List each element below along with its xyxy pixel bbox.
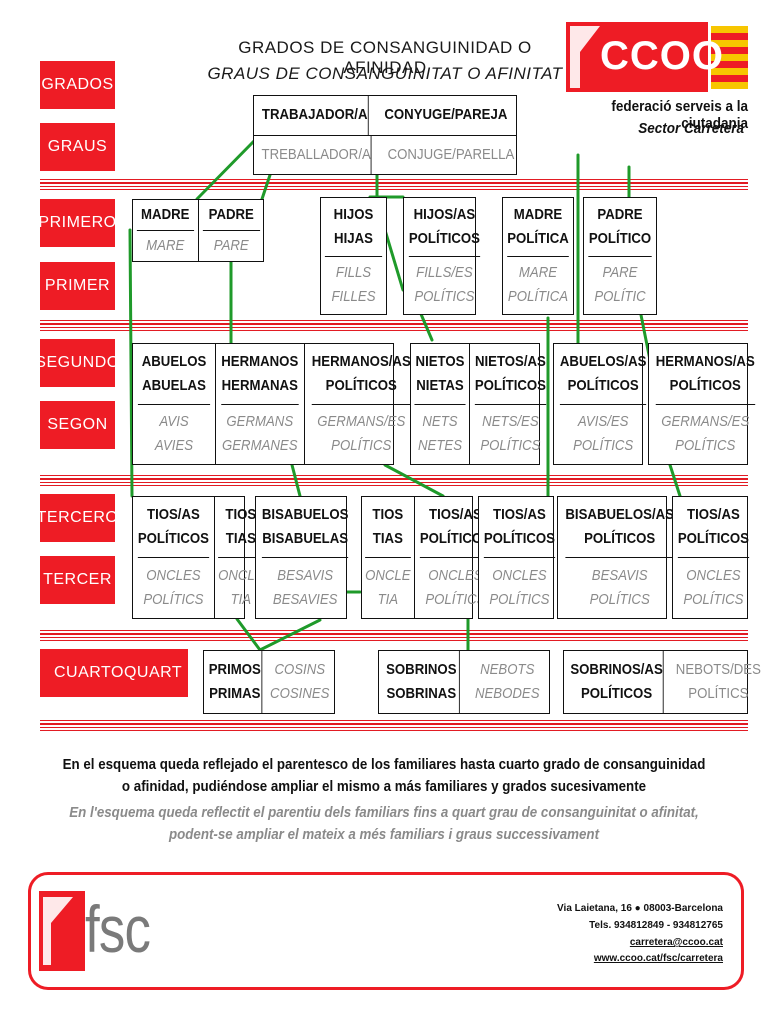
kin-bisabuelos-politicos-es: BISABUELOS/AS POLÍTICOS [565,497,674,558]
ccoo-logo-text: CCOO [600,34,724,78]
ccoo-logo: CCOO [566,22,748,92]
kin-sobrinos-es: SOBRINOS SOBRINAS [384,651,460,713]
label-segundo: SEGUNDO [35,339,119,387]
kin-hermanos-es: HERMANOS HERMANAS [221,344,299,405]
kin-hijos-ca: FILLS FILLES [331,264,376,306]
box-abuelos-politicos: ABUELOS/AS POLÍTICOS AVIS/ES POLÍTICS [553,343,647,465]
kin-abuelos-ca: AVIS AVIES [154,413,194,455]
kin-madre-ca: MARE [146,237,185,254]
box-tios-mid: TIOS TIAS ONCLE TIA TIOS/AS POLÍTICOS ON… [361,496,491,619]
kin-padre-es: PADRE [202,200,260,231]
kin-hermanos-politicos-es: HERMANOS/AS POLÍTICOS [311,344,411,405]
root-spouse-ca: CONJUGE/PARELLA [387,145,515,163]
box-sobrinos: SOBRINOS SOBRINAS NEBOTS NEBODES [378,650,550,714]
footer-address: Via Laietana, 16 ● 08003-Barcelona [557,903,723,914]
kin-sobrinos-ca: NEBOTS NEBODES [474,661,540,702]
box-madre-padre: MADRE MARE PADRE PARE [132,199,264,262]
label-cuarto: CUARTO [54,664,124,681]
label-segon: SEGON [40,401,115,449]
label-primer: PRIMER [40,262,115,310]
box-tios-politicos-3: TIOS/AS POLÍTICOS ONCLES POLÍTICS [478,496,555,619]
federation-name: federació serveis a la ciutadania [611,98,748,132]
title-es: GRADOS DE CONSANGUINIDAD O AFINIDAD [238,38,532,77]
footer-phone: Tels. 934812849 - 934812765 [589,920,723,931]
kin-madre-politica-ca: MARE POLÍTICA [507,264,569,306]
kin-tios-politicos-3-ca: ONCLES POLÍTICS [489,567,550,608]
label-primero: PRIMERO [38,199,116,247]
label-grados: GRADOS [40,61,115,109]
box-tios-left: TIOS/AS POLÍTICOS ONCLES POLÍTICS TIOS T… [132,496,264,619]
footer-card: fsc Via Laietana, 16 ● 08003-Barcelona T… [28,872,744,990]
kin-tios-politicos-1-es: TIOS/AS POLÍTICOS [137,497,209,558]
label-tercer: TERCER [40,556,115,604]
footer-email[interactable]: carretera@ccoo.cat [629,937,723,948]
box-primos: PRIMOS PRIMAS COSINS COSINES [203,650,335,714]
kin-abuelos-politicos-es: ABUELOS/AS POLÍTICOS [559,344,647,405]
kin-hermanos-politicos-2-es: HERMANOS/AS POLÍTICOS [655,344,755,405]
kin-padre-politico-ca: PARE POLÍTIC [594,264,646,306]
kin-hermanos-politicos-2-ca: GERMANS/ES POLÍTICS [661,413,750,455]
box-hermanos-politicos-2: HERMANOS/AS POLÍTICOS GERMANS/ES POLÍTIC… [648,343,755,465]
title-ca: GRAUS DE CONSANGUINITAT O AFINITAT [207,64,563,83]
kin-bisabuelos-ca: BESAVIS BESAVIES [272,567,338,608]
kin-tios-2-es: TIOS TIAS [365,497,411,558]
box-hijos-politicos: HIJOS/AS POLÍTICOS FILLS/ES POLÍTICS [403,197,480,315]
fsc-logo-text: fsc [85,892,151,966]
box-nietos: NIETOS NIETAS NETS NETES NIETOS/AS POLÍT… [410,343,546,465]
kin-tios-politicos-3-es: TIOS/AS POLÍTICOS [483,497,555,558]
root-spouse-es: CONYUGE/PAREJA [384,106,508,124]
kin-tios-1-es: TIOS TIAS [217,497,264,558]
kin-primos-es: PRIMOS PRIMAS [208,651,263,713]
sector-name: Sector Carretera [638,120,744,137]
kin-nietos-politicos-es: NIETOS/AS POLÍTICOS [474,344,546,405]
footer-web[interactable]: www.ccoo.cat/fsc/carretera [593,953,723,964]
kin-madre-politica-es: MADRE POLÍTICA [507,198,569,257]
note-ca: En l'esquema queda reflectit el parentiu… [69,805,699,843]
kin-nietos-ca: NETS NETES [417,413,462,455]
box-madre-politica: MADRE POLÍTICA MARE POLÍTICA [502,197,574,315]
root-worker-es: TRABAJADOR/A [261,96,369,135]
kin-tios-politicos-2-ca: ONCLES POLÍTICS [425,567,486,608]
kin-primos-ca: COSINS COSINES [270,661,330,702]
root-box: TRABAJADOR/A CONYUGE/PAREJA TREBALLADOR/… [253,95,517,175]
kin-madre-es: MADRE [136,200,194,231]
box-bisabuelos: BISABUELOS BISABUELAS BESAVIS BESAVIES [255,496,349,619]
box-bisabuelos-politicos: BISABUELOS/AS POLÍTICOS BESAVIS POLÍTICS [557,496,674,619]
box-hijos: HIJOS HIJAS FILLS FILLES [320,197,387,315]
box-padre-politico: PADRE POLÍTICO PARE POLÍTIC [583,197,657,315]
kin-tios-politicos-2-es: TIOS/AS POLÍTICOS [419,497,491,558]
kin-tios-1-ca: ONCLE TIA [217,567,264,608]
fsc-logo: fsc [37,889,177,973]
kin-hijos-es: HIJOS HIJAS [324,198,383,257]
kin-abuelos-es: ABUELOS ABUELAS [137,344,211,405]
kin-nietos-es: NIETOS NIETAS [414,344,466,405]
kin-bisabuelos-es: BISABUELOS BISABUELAS [261,497,349,558]
kin-padre-politico-es: PADRE POLÍTICO [588,198,652,257]
label-tercero: TERCERO [37,494,118,542]
root-worker-ca: TREBALLADOR/A [262,135,372,174]
kin-tios-2-ca: ONCLE TIA [365,567,411,608]
label-quart: QUART [123,664,183,681]
box-sobrinos-politicos: SOBRINOS/AS POLÍTICOS NEBOTS/DES POLÍTIC… [563,650,761,714]
kin-abuelos-politicos-ca: AVIS/ES POLÍTICS [573,413,634,455]
kin-hijos-politicos-ca: FILLS/ES POLÍTICS [414,264,475,306]
kin-tios-politicos-1-ca: ONCLES POLÍTICS [143,567,204,608]
kin-hermanos-politicos-ca: GERMANS/ES POLÍTICS [316,413,405,455]
kin-tios-politicos-4-ca: ONCLES POLÍTICS [683,567,744,608]
box-segundo-left: ABUELOS ABUELAS AVIS AVIES HERMANOS HERM… [132,343,411,465]
kin-hermanos-ca: GERMANS GERMANES [221,413,298,455]
kin-sobrinos-politicos-es: SOBRINOS/AS POLÍTICOS [570,651,664,713]
kin-hijos-politicos-es: HIJOS/AS POLÍTICOS [408,198,480,257]
note-es: En el esquema queda reflejado el parente… [62,757,706,795]
kin-tios-politicos-4-es: TIOS/AS POLÍTICOS [677,497,749,558]
kin-bisabuelos-politicos-ca: BESAVIS POLÍTICS [589,567,650,608]
box-tios-politicos-4: TIOS/AS POLÍTICOS ONCLES POLÍTICS [672,496,749,619]
label-graus: GRAUS [40,123,115,171]
label-cuarto-quart: CUARTO QUART [40,649,188,697]
kin-padre-ca: PARE [213,237,249,254]
kin-nietos-politicos-ca: NETS/ES POLÍTICS [480,413,541,455]
kin-sobrinos-politicos-ca: NEBOTS/DES POLÍTICS [675,661,761,702]
